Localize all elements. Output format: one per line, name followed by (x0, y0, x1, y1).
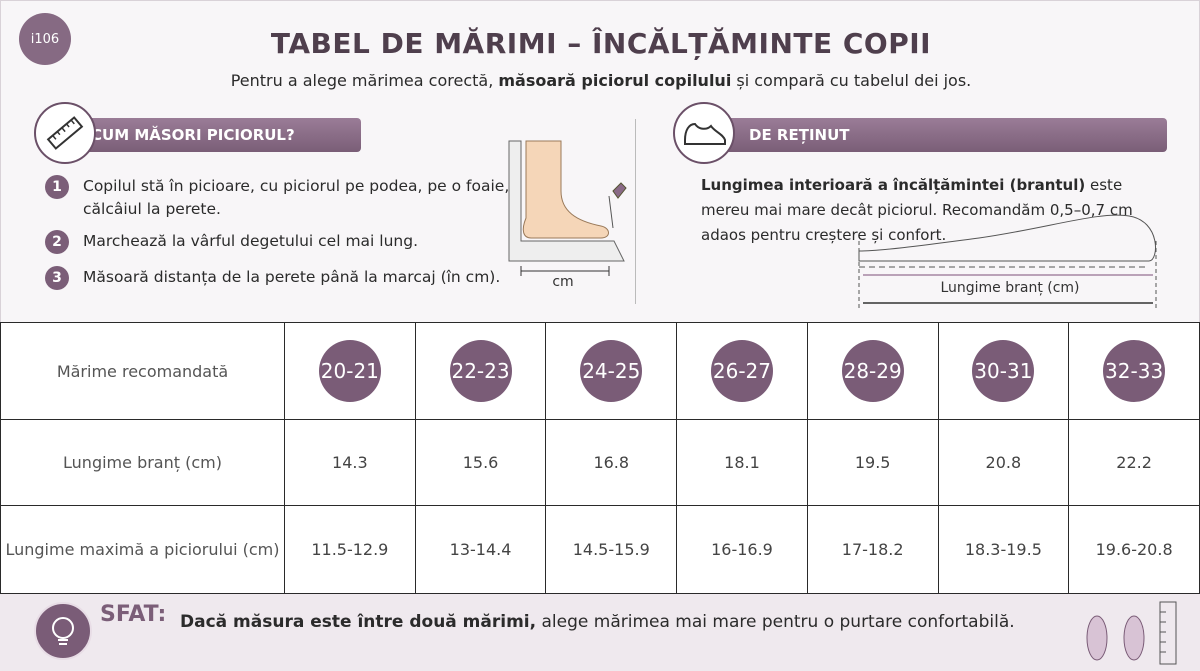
bulb-svg (52, 617, 74, 645)
table-row: Lungime branț (cm) 14.3 15.6 16.8 18.1 19.5 20… (0, 419, 1200, 506)
size-badge: 26-27 (710, 340, 773, 402)
cell-text: 15.6 (462, 453, 499, 472)
table-cell: Lungime maximă a piciorului (cm) (0, 505, 285, 594)
size-table: Mărime recomandată 20-21 22-23 24-25 26-27 28… (0, 322, 1200, 594)
title: TABEL DE MĂRIMI – ÎNCĂLȚĂMINTE COPII (270, 27, 932, 60)
bulb-icon (34, 602, 92, 660)
cell-text: 14.3 (332, 453, 368, 472)
size-badge: 22-23 (449, 340, 512, 402)
size-badge: 30-31 (972, 340, 1035, 402)
size-badge: 32-33 (1103, 340, 1166, 402)
table-cell: 22-23 (414, 322, 547, 420)
size-badge: 24-25 (580, 340, 643, 402)
shoe-svg (684, 122, 726, 145)
cell-text: 11.5-12.9 (311, 540, 389, 559)
row-header: Lungime branț (cm) (63, 453, 222, 472)
subtitle: Pentru a alege mărimea corectă, măsoară … (1, 71, 1200, 90)
table-row: Mărime recomandată 20-21 22-23 24-25 26-27 28… (0, 322, 1200, 420)
table-row: Lungime maximă a piciorului (cm) 11.5-12.… (0, 505, 1200, 594)
feet-icon (1086, 601, 1177, 665)
table-cell: 30-31 (937, 322, 1070, 420)
table-cell: Lungime branț (cm) (0, 419, 285, 506)
cell-text: 19.6-20.8 (1095, 540, 1173, 559)
table-cell: 14.5-15.9 (545, 505, 678, 594)
cell-text: 17-18.2 (841, 540, 904, 559)
table-cell: 19.6-20.8 (1068, 505, 1200, 594)
table-cell: 14.3 (284, 419, 416, 506)
shoe-icon (673, 102, 735, 164)
step-text: Copilul stă în picioare, cu piciorul pe … (83, 177, 510, 218)
insole-illustration: Lungime branț (cm) (858, 214, 1157, 311)
measure-heading: CUM MĂSORI PICIORUL? (67, 118, 361, 152)
subtitle-end: și compară cu tabelul dei jos. (736, 71, 972, 90)
table-cell: 11.5-12.9 (284, 505, 416, 594)
step-number: 3 (45, 266, 69, 290)
table-cell: 15.6 (414, 419, 547, 506)
table-cell: 20.8 (937, 419, 1070, 506)
table-cell: 32-33 (1068, 322, 1200, 420)
table-cell: 28-29 (806, 322, 939, 420)
table-cell: 26-27 (676, 322, 808, 420)
ruler-svg (46, 116, 84, 150)
table-cell: 22.2 (1068, 419, 1200, 506)
cell-text: 22.2 (1116, 453, 1152, 472)
table-cell: 16.8 (545, 419, 678, 506)
table-cell: 13-14.4 (414, 505, 547, 594)
foot-illustration: cm (508, 140, 627, 290)
table-cell: Mărime recomandată (0, 322, 285, 420)
cell-text: 16-16.9 (711, 540, 773, 559)
step-number: 1 (45, 175, 69, 199)
ruler-icon (34, 102, 96, 164)
step: 2 Marchează la vârful degetului cel mai l… (45, 230, 418, 254)
tip-body: alege mărimea mai mare pentru o purtare … (541, 612, 1015, 632)
cell-text: 20.8 (985, 453, 1022, 472)
note-body: este mereu mai mare decât piciorul. Reco… (701, 176, 1133, 244)
figure-label: cm (552, 274, 573, 290)
subtitle-bold: măsoară piciorul copilului (498, 71, 732, 90)
cell-text: 18.3-19.5 (964, 540, 1042, 559)
tip-box: SFAT: Dacă măsura este între două mărimi… (0, 594, 1200, 671)
table-cell: 17-18.2 (806, 505, 939, 594)
note-heading: DE REȚINUT (725, 118, 1167, 152)
subtitle-start: Pentru a alege mărimea corectă, (230, 71, 494, 90)
table-cell: 24-25 (545, 322, 678, 420)
step-text: Marchează la vârful degetului cel mai lu… (83, 232, 418, 250)
table-cell: 19.5 (806, 419, 939, 506)
tip-text: Dacă măsura este între două mărimi, aleg… (180, 612, 1015, 632)
cell-text: 18.1 (724, 453, 760, 472)
cell-text: 16.8 (593, 453, 630, 472)
tip-label: SFAT: (100, 602, 167, 627)
table-cell: 18.3-19.5 (937, 505, 1070, 594)
table-cell: 18.1 (676, 419, 808, 506)
note-bold: Lungimea interioară a încălțămintei (bra… (701, 176, 1086, 194)
note-text: Lungimea interioară a încălțămintei (bra… (701, 173, 1171, 248)
step: 1 Copilul stă în picioare, cu piciorul pe… (45, 175, 525, 221)
figure-label: Lungime branț (cm) (940, 280, 1079, 296)
row-header: Mărime recomandată (56, 361, 229, 381)
row-header: Lungime maximă a piciorului (cm) (5, 540, 280, 559)
instructions-panel: i106 TABEL DE MĂRIMI – ÎNCĂLȚĂMINTE COPI… (0, 0, 1200, 323)
cell-text: 19.5 (854, 453, 891, 472)
badge: i106 (19, 13, 71, 65)
step-number: 2 (45, 230, 69, 254)
step-text: Măsoară distanța de la perete până la ma… (83, 268, 501, 286)
cell-text: 13-14.4 (449, 540, 512, 559)
cell-text: 14.5-15.9 (572, 540, 650, 559)
tip-bold: Dacă măsura este între două mărimi, (180, 612, 537, 632)
size-badge: 28-29 (841, 340, 904, 402)
divider (635, 119, 636, 304)
step: 3 Măsoară distanța de la perete până la m… (45, 266, 500, 290)
size-badge: 20-21 (318, 340, 381, 402)
table-cell: 16-16.9 (676, 505, 808, 594)
table-cell: 20-21 (284, 322, 416, 420)
